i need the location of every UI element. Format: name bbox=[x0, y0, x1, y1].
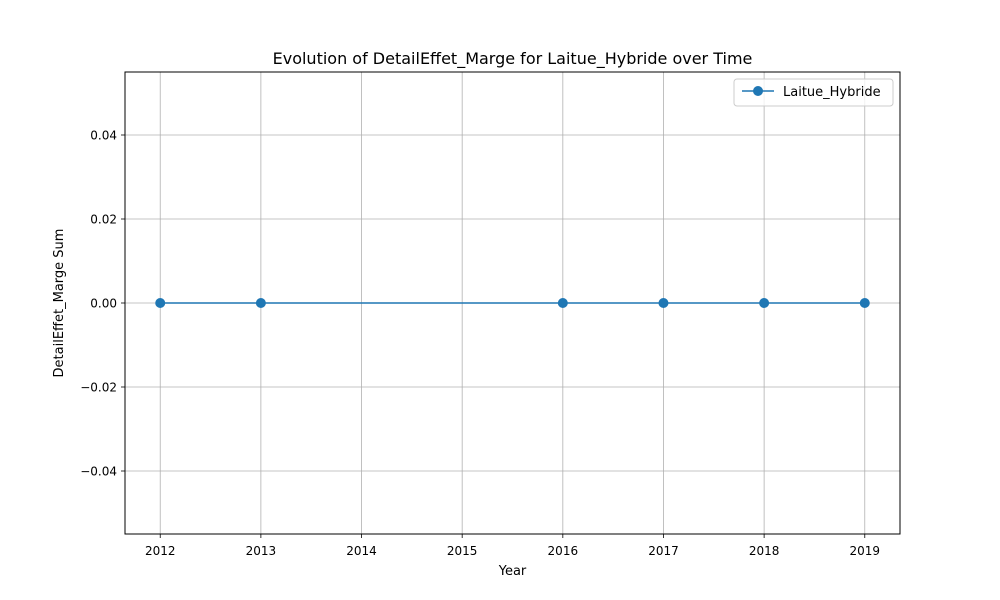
x-tick-label: 2012 bbox=[145, 544, 176, 558]
y-tick-label: 0.04 bbox=[90, 129, 117, 143]
x-tick-label: 2014 bbox=[346, 544, 377, 558]
y-tick-label: 0.00 bbox=[90, 297, 117, 311]
data-point bbox=[759, 298, 770, 308]
x-axis: 2012 2013 2014 2015 2016 2017 2018 2019 bbox=[145, 534, 880, 558]
data-point bbox=[155, 298, 166, 308]
y-tick-label: −0.02 bbox=[80, 381, 117, 395]
y-axis: −0.04 −0.02 0.00 0.02 0.04 bbox=[80, 129, 125, 479]
chart-title: Evolution of DetailEffet_Marge for Laitu… bbox=[273, 49, 753, 69]
legend: Laitue_Hybride bbox=[733, 78, 894, 107]
data-point bbox=[255, 298, 266, 308]
x-tick-label: 2013 bbox=[246, 544, 277, 558]
y-tick-label: 0.02 bbox=[90, 213, 117, 227]
x-tick-label: 2018 bbox=[749, 544, 780, 558]
legend-marker-swatch bbox=[753, 86, 763, 96]
x-tick-label: 2015 bbox=[447, 544, 478, 558]
data-point bbox=[557, 298, 568, 308]
y-axis-label: DetailEffet_Marge Sum bbox=[52, 229, 67, 378]
y-tick-label: −0.04 bbox=[80, 465, 117, 479]
legend-entry-label: Laitue_Hybride bbox=[783, 85, 881, 100]
x-tick-label: 2019 bbox=[849, 544, 880, 558]
x-tick-label: 2017 bbox=[648, 544, 679, 558]
legend-box bbox=[733, 78, 894, 107]
x-axis-label: Year bbox=[498, 564, 527, 579]
data-point bbox=[658, 298, 669, 308]
x-tick-label: 2016 bbox=[548, 544, 579, 558]
data-point bbox=[859, 298, 870, 308]
series-layer bbox=[155, 298, 870, 308]
